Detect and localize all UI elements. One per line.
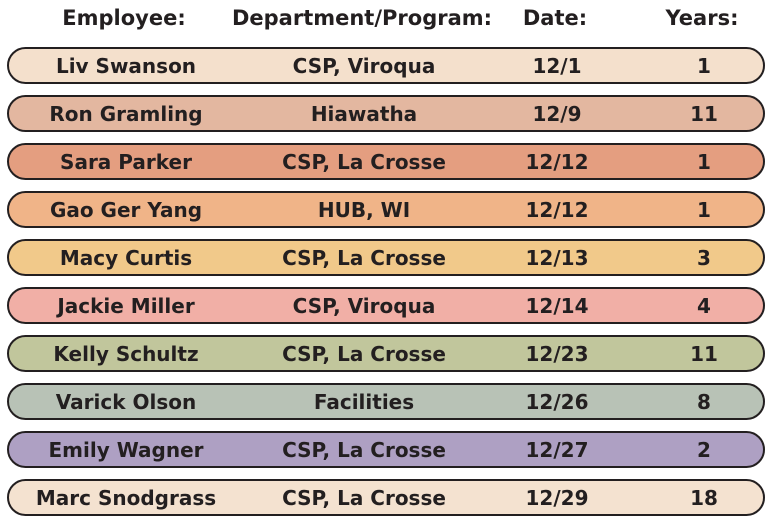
department-program: CSP, La Crosse (282, 437, 446, 462)
department-program: CSP, La Crosse (282, 341, 446, 366)
department-program: CSP, Viroqua (292, 53, 436, 78)
table-row: Liv Swanson CSP, Viroqua 12/1 1 (7, 47, 765, 84)
years-of-service: 1 (697, 53, 711, 78)
years-of-service: 1 (697, 149, 711, 174)
years-of-service: 1 (697, 197, 711, 222)
department-program: CSP, La Crosse (282, 485, 446, 510)
anniversary-date: 12/1 (532, 53, 582, 78)
anniversary-date: 12/27 (525, 437, 589, 462)
table-row: Macy Curtis CSP, La Crosse 12/13 3 (7, 239, 765, 276)
table-row: Sara Parker CSP, La Crosse 12/12 1 (7, 143, 765, 180)
employee-name: Macy Curtis (59, 245, 193, 270)
employee-name: Kelly Schultz (53, 341, 199, 366)
department-column-header: Department/Program: (231, 6, 493, 30)
anniversary-date: 12/23 (525, 341, 589, 366)
years-column-header: Years: (665, 6, 739, 30)
table-row: Emily Wagner CSP, La Crosse 12/27 2 (7, 431, 765, 468)
department-program: Facilities (313, 389, 415, 414)
table-header: Employee: Department/Program: Date: Year… (0, 0, 771, 38)
employee-column-header: Employee: (62, 6, 186, 30)
anniversary-date: 12/12 (525, 197, 589, 222)
employee-anniversary-list: Liv Swanson CSP, Viroqua 12/1 1 Ron Gramling… (7, 47, 765, 527)
years-of-service: 18 (690, 485, 718, 510)
anniversary-date: 12/14 (525, 293, 589, 318)
anniversary-date: 12/13 (525, 245, 589, 270)
table-row: Ron Gramling Hiawatha 12/9 11 (7, 95, 765, 132)
department-program: CSP, Viroqua (292, 293, 436, 318)
anniversary-date: 12/9 (532, 101, 582, 126)
anniversary-date: 12/12 (525, 149, 589, 174)
employee-name: Marc Snodgrass (35, 485, 217, 510)
employee-name: Emily Wagner (48, 437, 204, 462)
employee-name: Jackie Miller (57, 293, 195, 318)
years-of-service: 3 (697, 245, 711, 270)
years-of-service: 11 (690, 101, 718, 126)
department-program: CSP, La Crosse (282, 149, 446, 174)
department-program: Hiawatha (310, 101, 418, 126)
years-of-service: 2 (697, 437, 711, 462)
table-row: Marc Snodgrass CSP, La Crosse 12/29 18 (7, 479, 765, 516)
employee-name: Liv Swanson (55, 53, 197, 78)
anniversary-date: 12/29 (525, 485, 589, 510)
employee-name: Ron Gramling (49, 101, 203, 126)
department-program: CSP, La Crosse (282, 245, 446, 270)
years-of-service: 8 (697, 389, 711, 414)
employee-name: Varick Olson (55, 389, 197, 414)
table-row: Kelly Schultz CSP, La Crosse 12/23 11 (7, 335, 765, 372)
years-of-service: 11 (690, 341, 718, 366)
table-row: Gao Ger Yang HUB, WI 12/12 1 (7, 191, 765, 228)
employee-name: Sara Parker (60, 149, 192, 174)
years-of-service: 4 (697, 293, 711, 318)
table-row: Varick Olson Facilities 12/26 8 (7, 383, 765, 420)
table-row: Jackie Miller CSP, Viroqua 12/14 4 (7, 287, 765, 324)
anniversary-date: 12/26 (525, 389, 589, 414)
date-column-header: Date: (522, 6, 588, 30)
department-program: HUB, WI (317, 197, 411, 222)
employee-name: Gao Ger Yang (49, 197, 203, 222)
